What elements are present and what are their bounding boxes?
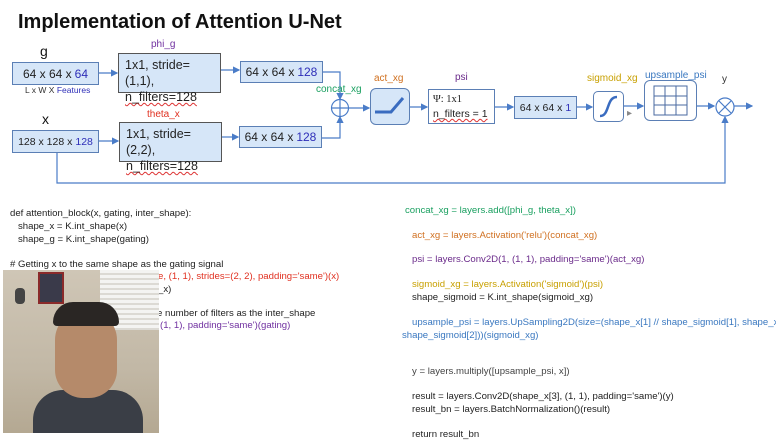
code-left-line: def attention_block(x, gating, inter_sha… [10,208,192,219]
psi-line1: Ψ: 1x1 [433,94,463,105]
phi-line2: n_filters=128 [125,90,197,104]
phi-out-feat: 128 [297,65,318,79]
upsample-box [644,80,697,121]
psi-out-feat: 1 [565,101,572,114]
code-right-line: result_bn = layers.BatchNormalization()(… [412,404,611,415]
x-dims: 128 x 128 x [18,135,73,148]
theta-line2: n_filters=128 [126,159,198,173]
code-left-line: (1, 1), padding='same')(gating) [160,320,291,331]
g-input-box: 64 x 64 x 64 [12,62,99,85]
psi-output-box: 64 x 64 x 1 [514,96,577,119]
concat-label: concat_xg [316,84,362,95]
code-right-line: concat_xg = layers.add([phi_g, theta_x]) [405,205,576,216]
concat-add-icon [330,98,350,118]
x-features: 128 [75,135,93,148]
theta-label: theta_x [147,109,180,120]
axes-text: L x W X [25,85,57,95]
psi-line2: n_filters = 1 [433,107,490,122]
psi-label: psi [455,72,468,83]
code-right-line: y = layers.multiply([upsample_psi, x]) [412,366,570,377]
upsample-label: upsample_psi [645,70,707,81]
code-right-line: shape_sigmoid = K.int_shape(sigmoid_xg) [412,292,594,303]
psi-conv-box: Ψ: 1x1 n_filters = 1 [428,89,495,124]
g-features: 64 [74,66,89,81]
phi-out-dims: 64 x 64 x [245,65,295,79]
code-right-line: psi = layers.Conv2D(1, (1, 1), padding='… [412,254,645,265]
code-left-line: _x) [158,284,172,295]
code-left-line: e number of filters as the inter_shape [157,308,316,319]
webcam-video [3,270,159,433]
page-title: Implementation of Attention U-Net [18,11,342,33]
axes-legend: L x W X Features [25,85,90,95]
g-label: g [40,43,48,59]
code-right-line: act_xg = layers.Activation('relu')(conca… [412,230,598,241]
psi-line2-text: n_filters = 1 [433,108,488,120]
act-label: act_xg [374,73,404,84]
theta-line1: 1x1, stride=(2,2), [126,127,191,157]
relu-activation-box [370,88,410,125]
sigmoid-box [593,91,624,122]
diagram-connectors [56,66,754,184]
phi-label: phi_g [151,39,176,50]
code-right-line: shape_sigmoid[2]))(sigmoid_xg) [402,330,539,341]
phi-output-box: 64 x 64 x 128 [240,61,323,83]
theta-output-box: 64 x 64 x 128 [239,126,322,148]
code-left-line: e, (1, 1), strides=(2, 2), padding='same… [158,271,340,282]
y-label: y [722,74,727,85]
axes-features: Features [56,85,91,95]
phi-conv-box: 1x1, stride=(1,1), n_filters=128 [118,53,221,104]
theta-conv-box: 1x1, stride=(2,2), n_filters=128 [119,122,222,173]
code-right-line: sigmoid_xg = layers.Activation('sigmoid'… [412,279,604,290]
code-left-line: shape_g = K.int_shape(gating) [10,234,149,245]
g-dims: 64 x 64 x [22,66,72,81]
sigmoid-label: sigmoid_xg [587,73,638,84]
x-label: x [42,111,49,127]
theta-out-feat: 128 [296,130,317,144]
code-left-line: # Getting x to the same shape as the gat… [10,259,224,270]
code-right-line: upsample_psi = layers.UpSampling2D(size=… [412,317,776,328]
psi-out-dims: 64 x 64 x [519,101,563,114]
code-right-line: result = layers.Conv2D(shape_x[3], (1, 1… [412,391,674,402]
x-input-box: 128 x 128 x 128 [12,130,99,153]
theta-out-dims: 64 x 64 x [244,130,294,144]
phi-line1: 1x1, stride=(1,1), [125,58,190,88]
mouse-cursor-icon: ▸ [627,108,633,119]
sigmoid-curve-icon [599,95,618,118]
code-left-line: shape_x = K.int_shape(x) [10,221,128,232]
code-right-line: return result_bn [412,429,480,440]
relu-curve-icon [375,97,405,114]
multiply-icon [715,97,735,117]
grid-icon [653,85,688,116]
